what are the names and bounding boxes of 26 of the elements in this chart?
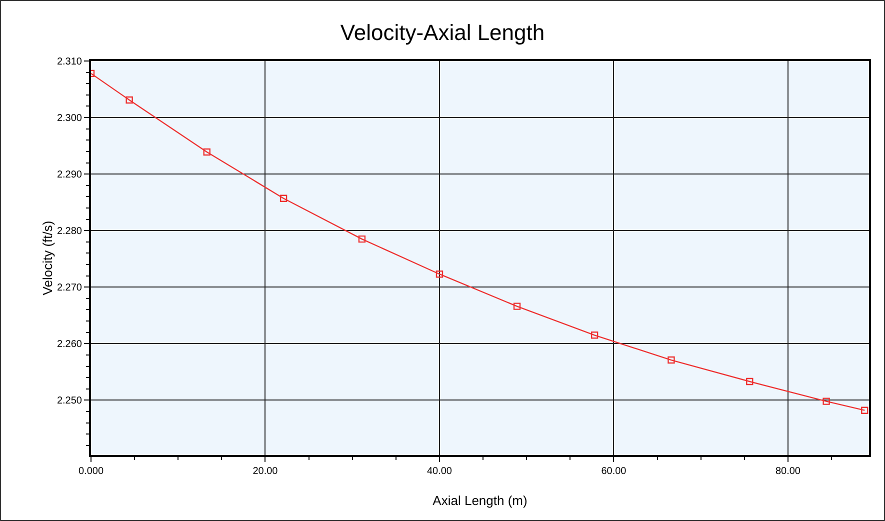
point <box>436 270 444 278</box>
point <box>746 378 754 386</box>
point <box>590 332 598 339</box>
y-tick-label: 2.290 <box>56 170 82 181</box>
point <box>668 356 675 364</box>
x-tick-label: 0.000 <box>78 466 104 477</box>
chart-title: Velocity-Axial Length <box>340 20 545 45</box>
y-axis-title: Velocity (ft/s) <box>40 220 55 296</box>
point <box>126 96 133 104</box>
y-tick-label: 2.270 <box>56 282 82 294</box>
point <box>822 398 830 405</box>
y-tick-label: 2.280 <box>56 226 82 238</box>
x-tick-label: 20.00 <box>252 466 278 477</box>
x-tick-label: 40.00 <box>426 466 452 477</box>
x-tick-label: 60.00 <box>601 466 627 477</box>
y-tick-label: 2.260 <box>56 339 82 350</box>
point <box>513 302 521 310</box>
y-tick-label: 2.310 <box>56 56 82 68</box>
point <box>280 194 288 202</box>
point <box>358 235 366 243</box>
x-axis-title: Axial Length (m) <box>432 493 528 508</box>
point <box>203 148 210 156</box>
point <box>861 406 868 414</box>
y-tick-label: 2.300 <box>56 113 82 124</box>
y-tick-label: 2.250 <box>56 396 82 407</box>
x-tick-label: 80.00 <box>775 466 801 477</box>
